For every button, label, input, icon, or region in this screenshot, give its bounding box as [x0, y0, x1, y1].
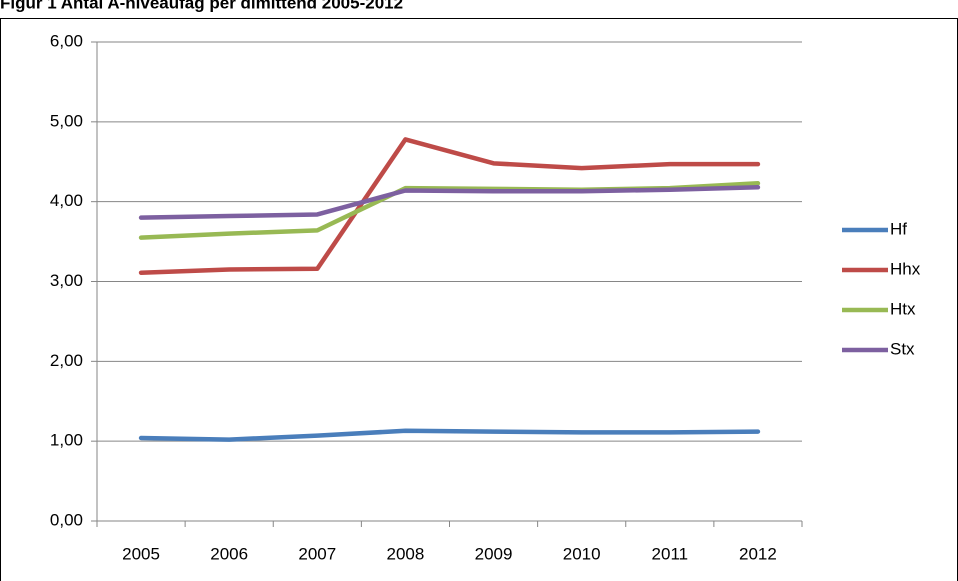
line-series	[138, 137, 761, 275]
y-tick-label: 2,00	[50, 351, 83, 370]
legend-label: Hf	[890, 219, 907, 238]
x-tick-label: 2006	[210, 544, 248, 563]
y-tick-label: 5,00	[50, 111, 83, 130]
x-tick-label: 2008	[387, 544, 425, 563]
x-tick-label: 2010	[563, 544, 601, 563]
x-tick-label: 2012	[739, 544, 777, 563]
y-tick-label: 1,00	[50, 431, 83, 450]
legend-label: Hhx	[890, 259, 921, 278]
y-tick-label: 0,00	[50, 510, 83, 529]
y-tick-label: 6,00	[50, 31, 83, 50]
chart-title: Figur 1 Antal A-niveaufag per dimittend …	[0, 0, 403, 12]
x-tick-label: 2007	[298, 544, 336, 563]
y-tick-label: 3,00	[50, 271, 83, 290]
line-series	[138, 428, 761, 442]
x-tick-label: 2009	[475, 544, 513, 563]
x-tick-label: 2005	[122, 544, 160, 563]
legend-label: Htx	[890, 299, 916, 318]
chart-border	[0, 18, 958, 581]
x-tick-label: 2011	[652, 544, 689, 563]
legend-label: Stx	[890, 339, 915, 358]
line-series	[138, 185, 761, 220]
y-tick-label: 4,00	[50, 191, 83, 210]
